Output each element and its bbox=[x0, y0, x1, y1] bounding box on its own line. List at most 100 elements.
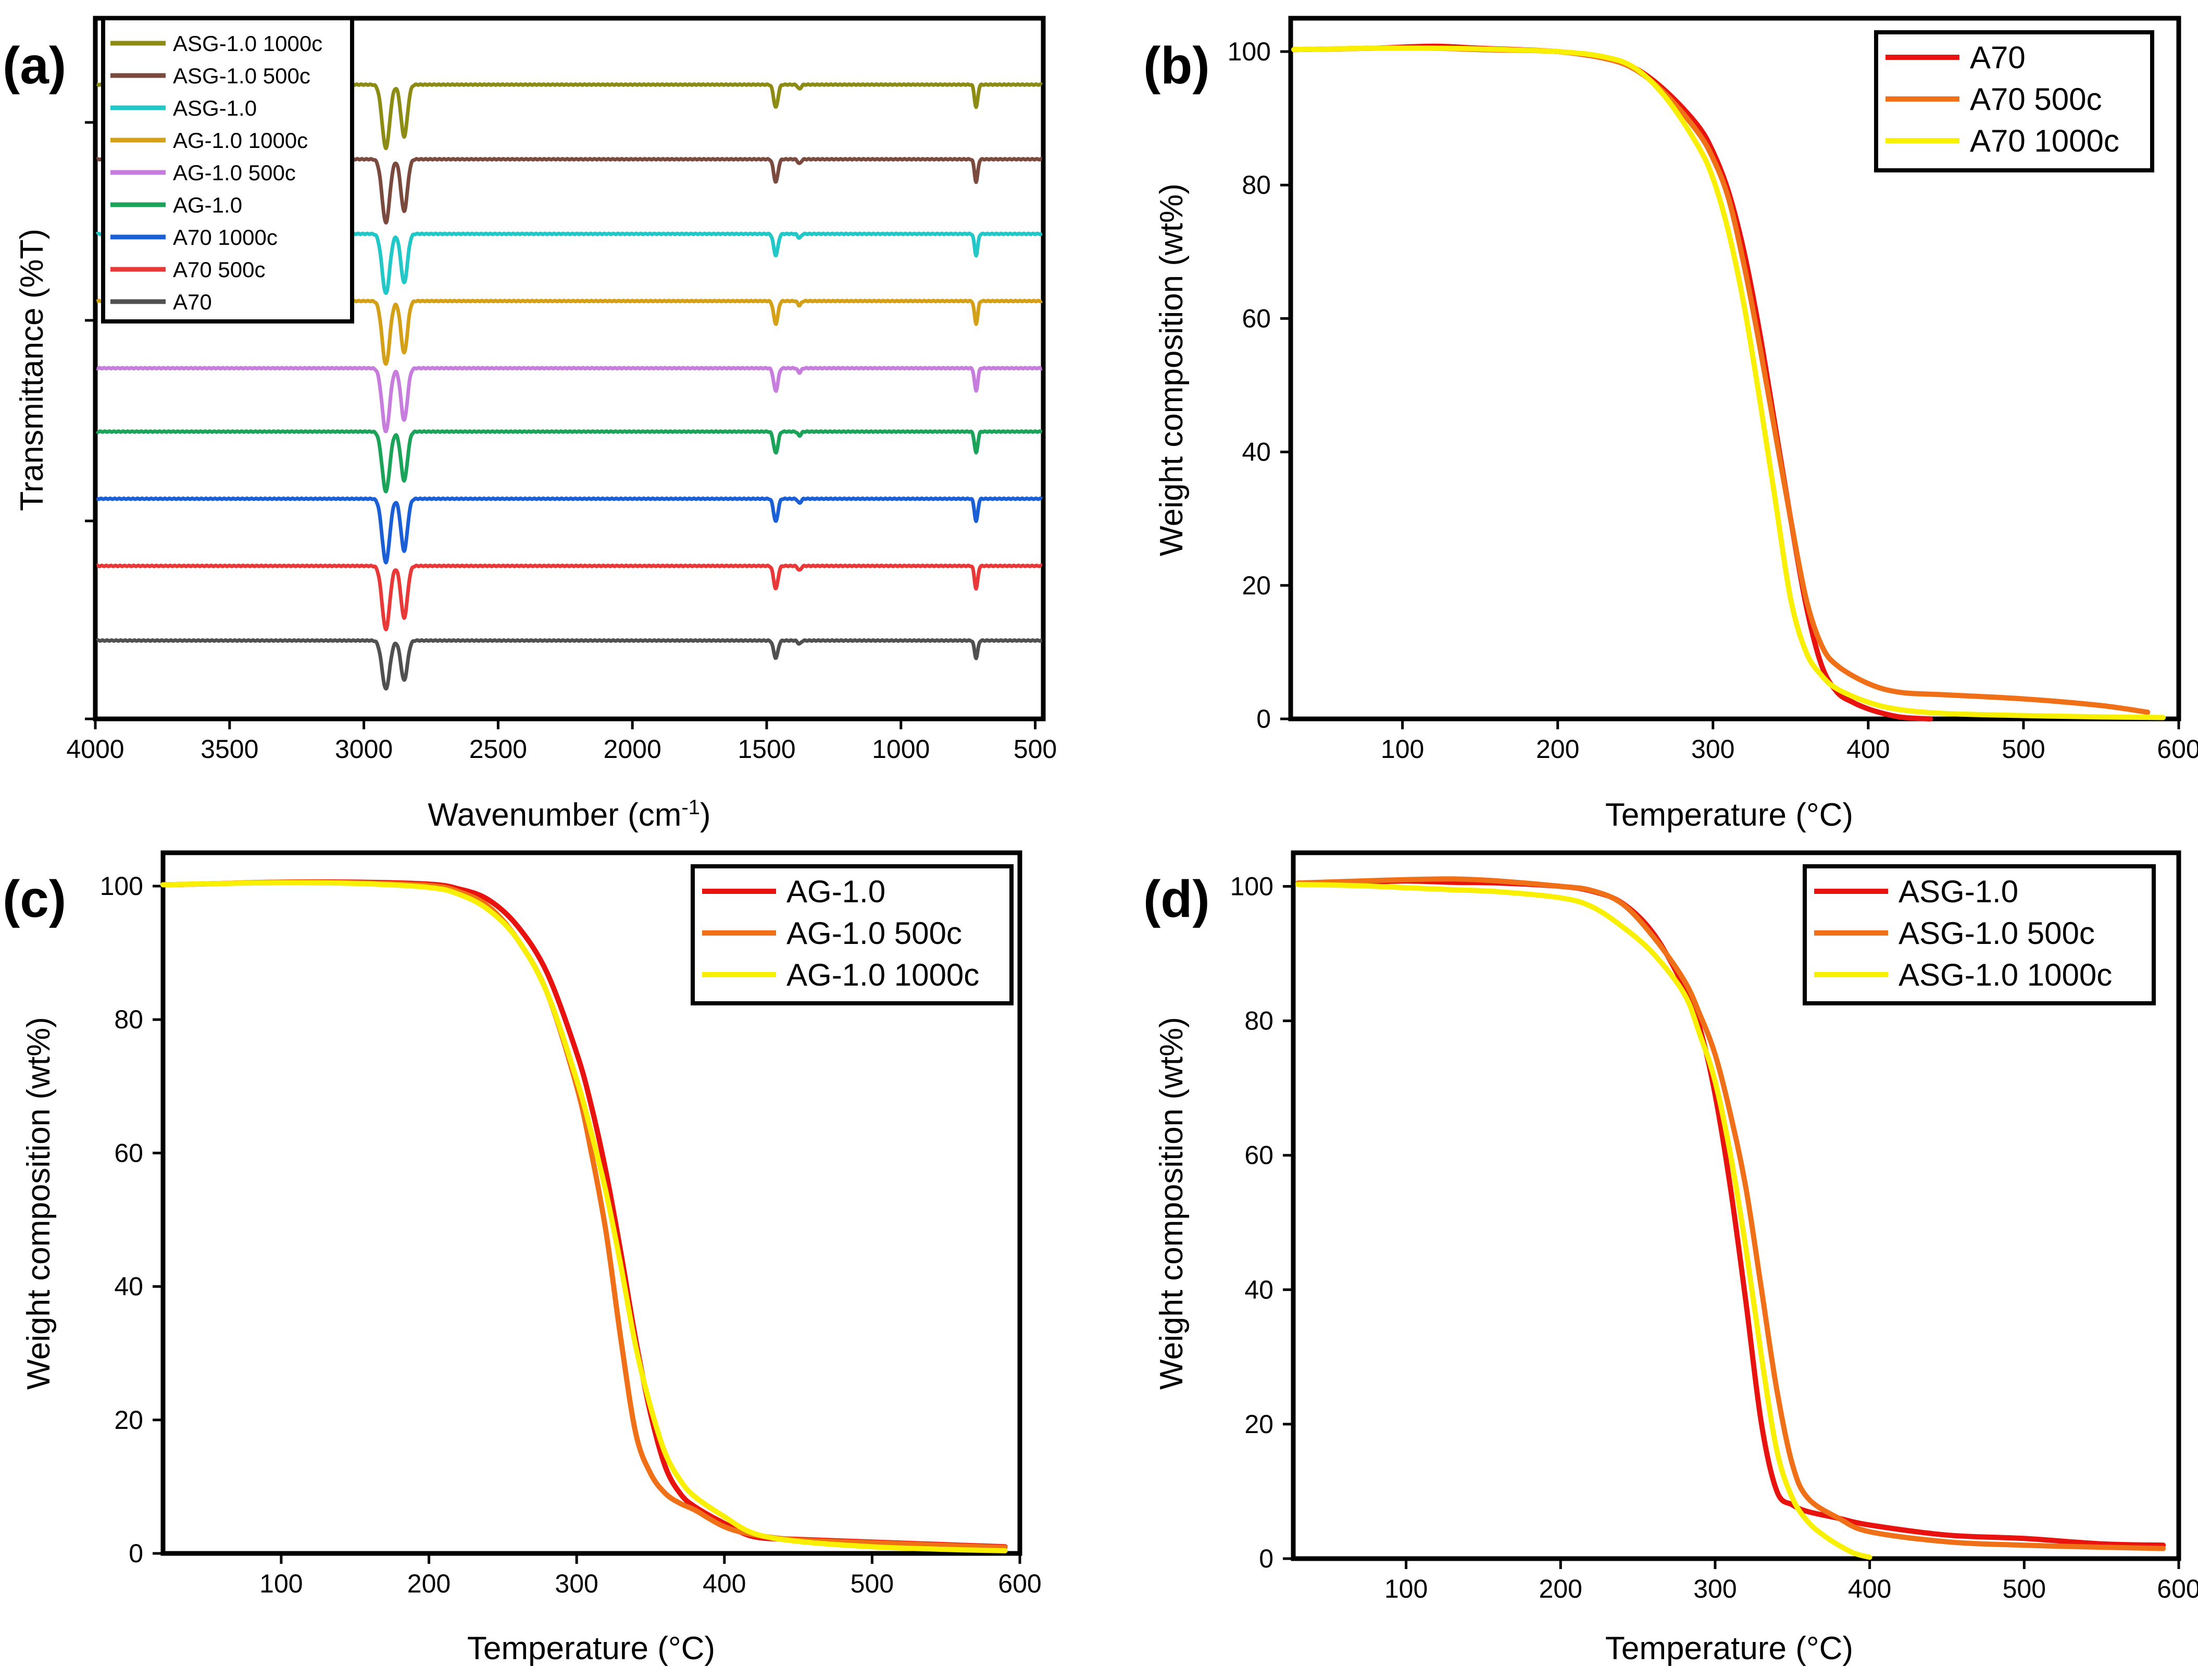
panel-b-y-tick-label: 20 bbox=[1242, 571, 1271, 600]
panel-d-x-tick-label: 400 bbox=[1848, 1574, 1891, 1603]
panel-c-letter: (c) bbox=[3, 870, 66, 928]
panel-d-x-title: Temperature (°C) bbox=[1605, 1631, 1853, 1666]
panel-a-x-tick-label: 2000 bbox=[604, 735, 661, 764]
panel-a-x-tick-label: 3000 bbox=[335, 735, 393, 764]
panel-b-y-tick-label: 80 bbox=[1242, 170, 1271, 200]
panel-c: (c) 100 200 300 400 500 600 0 20 40 60 80 100 AG-1.… bbox=[3, 850, 1042, 1666]
panel-c-y-tick-label: 100 bbox=[100, 872, 143, 901]
panel-a-legend-label: ASG-1.0 500c bbox=[173, 64, 310, 88]
panel-a-legend-items: ASG-1.0 1000c ASG-1.0 500c ASG-1.0 AG-1.0 1… bbox=[110, 31, 322, 314]
panel-d-y-tick-label: 20 bbox=[1244, 1410, 1273, 1439]
panel-d-series bbox=[1295, 876, 2166, 1560]
panel-d-x-tick-label: 500 bbox=[2003, 1574, 2046, 1603]
panel-b-legend-label: A70 1000c bbox=[1970, 123, 2119, 158]
panel-b-y-tick-label: 40 bbox=[1242, 438, 1271, 467]
panel-c-legend-label: AG-1.0 bbox=[786, 874, 885, 909]
panel-a-y-title: Transmittance (%T) bbox=[14, 229, 50, 511]
panel-d-frame bbox=[1291, 850, 2181, 1561]
panel-a-series-9 bbox=[95, 638, 1043, 691]
panel-a-legend-label: A70 1000c bbox=[173, 225, 278, 250]
panel-d-legend-label: ASG-1.0 1000c bbox=[1899, 957, 2112, 992]
panel-a-x-ticks: 4000 3500 3000 2500 2000 1500 1000 500 bbox=[66, 719, 1057, 764]
panel-a-x-title-main: Wavenumber (cm bbox=[428, 797, 681, 833]
panel-c-series-3 bbox=[160, 880, 1008, 1553]
panel-a-x-tick-label: 4000 bbox=[66, 735, 124, 764]
panel-c-x-tick-label: 100 bbox=[259, 1569, 303, 1598]
panel-b-legend-label: A70 500c bbox=[1970, 82, 2102, 117]
panel-d-series-2 bbox=[1295, 876, 2166, 1551]
panel-a-legend-label: ASG-1.0 bbox=[173, 96, 257, 120]
panel-a-legend-label: AG-1.0 bbox=[173, 193, 242, 217]
panel-a-x-tick-label: 1500 bbox=[738, 735, 795, 764]
panel-a-x-tick-label: 2500 bbox=[469, 735, 527, 764]
panel-c-legend-label: AG-1.0 1000c bbox=[786, 957, 979, 992]
panel-d-y-tick-label: 80 bbox=[1244, 1006, 1273, 1036]
panel-a-series-7 bbox=[95, 496, 1043, 565]
panel-b-legend-items: A70 A70 500c A70 1000c bbox=[1885, 40, 2119, 158]
panel-b-y-title: Weight composition (wt%) bbox=[1154, 183, 1190, 556]
panel-c-ticks: 100 200 300 400 500 600 0 20 40 60 80 100 bbox=[100, 872, 1042, 1598]
panel-a-legend-label: A70 500c bbox=[173, 257, 265, 282]
panel-d-x-tick-label: 200 bbox=[1539, 1574, 1582, 1603]
panel-c-frame bbox=[160, 850, 1022, 1556]
panel-d-legend-label: ASG-1.0 bbox=[1899, 874, 2018, 909]
panel-c-y-tick-label: 20 bbox=[114, 1405, 143, 1435]
panel-c-x-tick-label: 300 bbox=[555, 1569, 598, 1598]
panel-c-y-title: Weight composition (wt%) bbox=[21, 1017, 57, 1390]
panel-d-x-tick-label: 100 bbox=[1384, 1574, 1428, 1603]
panel-c-legend-label: AG-1.0 500c bbox=[786, 916, 962, 951]
panel-b-y-tick-label: 100 bbox=[1228, 37, 1271, 66]
panel-d-x-tick-label: 600 bbox=[2157, 1574, 2198, 1603]
panel-d: (d) 100 200 300 400 500 600 0 20 40 60 80 100 ASG-1… bbox=[1143, 850, 2198, 1666]
panel-c-x-title: Temperature (°C) bbox=[467, 1631, 715, 1666]
panel-b-series bbox=[1291, 43, 2166, 721]
panel-a-y-ticks bbox=[85, 121, 95, 720]
panel-b-x-tick-label: 600 bbox=[2157, 735, 2198, 764]
panel-a-letter: (a) bbox=[3, 36, 66, 95]
panel-b-y-tick-label: 60 bbox=[1242, 304, 1271, 333]
panel-d-y-tick-label: 60 bbox=[1244, 1141, 1273, 1170]
panel-c-x-tick-label: 200 bbox=[407, 1569, 451, 1598]
panel-a-legend-label: AG-1.0 1000c bbox=[173, 128, 308, 153]
panel-c-y-tick-label: 60 bbox=[114, 1138, 143, 1167]
panel-a-x-tick-label: 3500 bbox=[201, 735, 258, 764]
panel-b-series-1 bbox=[1291, 43, 1933, 721]
panel-c-x-tick-label: 500 bbox=[851, 1569, 894, 1598]
panel-a-legend-label: AG-1.0 500c bbox=[173, 160, 296, 185]
panel-d-y-title: Weight composition (wt%) bbox=[1154, 1017, 1190, 1390]
panel-d-y-tick-label: 0 bbox=[1259, 1544, 1273, 1573]
panel-b-x-tick-label: 400 bbox=[1846, 735, 1890, 764]
panel-a-series-6 bbox=[95, 429, 1043, 493]
panel-a-frame bbox=[93, 16, 1046, 721]
panel-c-legend-items: AG-1.0 AG-1.0 500c AG-1.0 1000c bbox=[702, 874, 979, 992]
panel-a-series-8 bbox=[95, 564, 1043, 631]
panel-b-letter: (b) bbox=[1143, 36, 1210, 95]
panel-c-x-tick-label: 400 bbox=[703, 1569, 746, 1598]
panel-a-series-5 bbox=[95, 366, 1043, 433]
panel-d-legend-label: ASG-1.0 500c bbox=[1899, 916, 2095, 951]
panel-a-x-tick-label: 500 bbox=[1014, 735, 1057, 764]
panel-a-legend-label: A70 bbox=[173, 290, 212, 314]
panel-c-x-tick-label: 600 bbox=[998, 1569, 1041, 1598]
panel-b-x-tick-label: 300 bbox=[1691, 735, 1734, 764]
panel-d-y-tick-label: 40 bbox=[1244, 1275, 1273, 1304]
panel-d-ticks: 100 200 300 400 500 600 0 20 40 60 80 100 bbox=[1230, 872, 2198, 1603]
panel-b-frame bbox=[1288, 16, 2181, 721]
panel-b-legend-label: A70 bbox=[1970, 40, 2026, 75]
panel-c-y-tick-label: 80 bbox=[114, 1005, 143, 1034]
panel-a-x-tick-label: 1000 bbox=[872, 735, 930, 764]
panel-b-series-3 bbox=[1291, 45, 2166, 720]
panel-a-x-title-sup: -1 bbox=[681, 796, 700, 819]
panel-b-x-title: Temperature (°C) bbox=[1605, 797, 1853, 833]
panel-b-x-tick-label: 500 bbox=[2002, 735, 2045, 764]
panel-c-series bbox=[160, 879, 1008, 1553]
panel-b-x-tick-label: 200 bbox=[1536, 735, 1579, 764]
panel-c-y-tick-label: 0 bbox=[129, 1539, 143, 1568]
panel-a-legend-label: ASG-1.0 1000c bbox=[173, 31, 322, 56]
panel-d-letter: (d) bbox=[1143, 870, 1210, 928]
panel-b-y-tick-label: 0 bbox=[1256, 704, 1271, 733]
panel-b-ticks: 100 200 300 400 500 600 0 20 40 60 80 100 bbox=[1228, 37, 2198, 764]
panel-d-legend-items: ASG-1.0 ASG-1.0 500c ASG-1.0 1000c bbox=[1814, 874, 2112, 992]
